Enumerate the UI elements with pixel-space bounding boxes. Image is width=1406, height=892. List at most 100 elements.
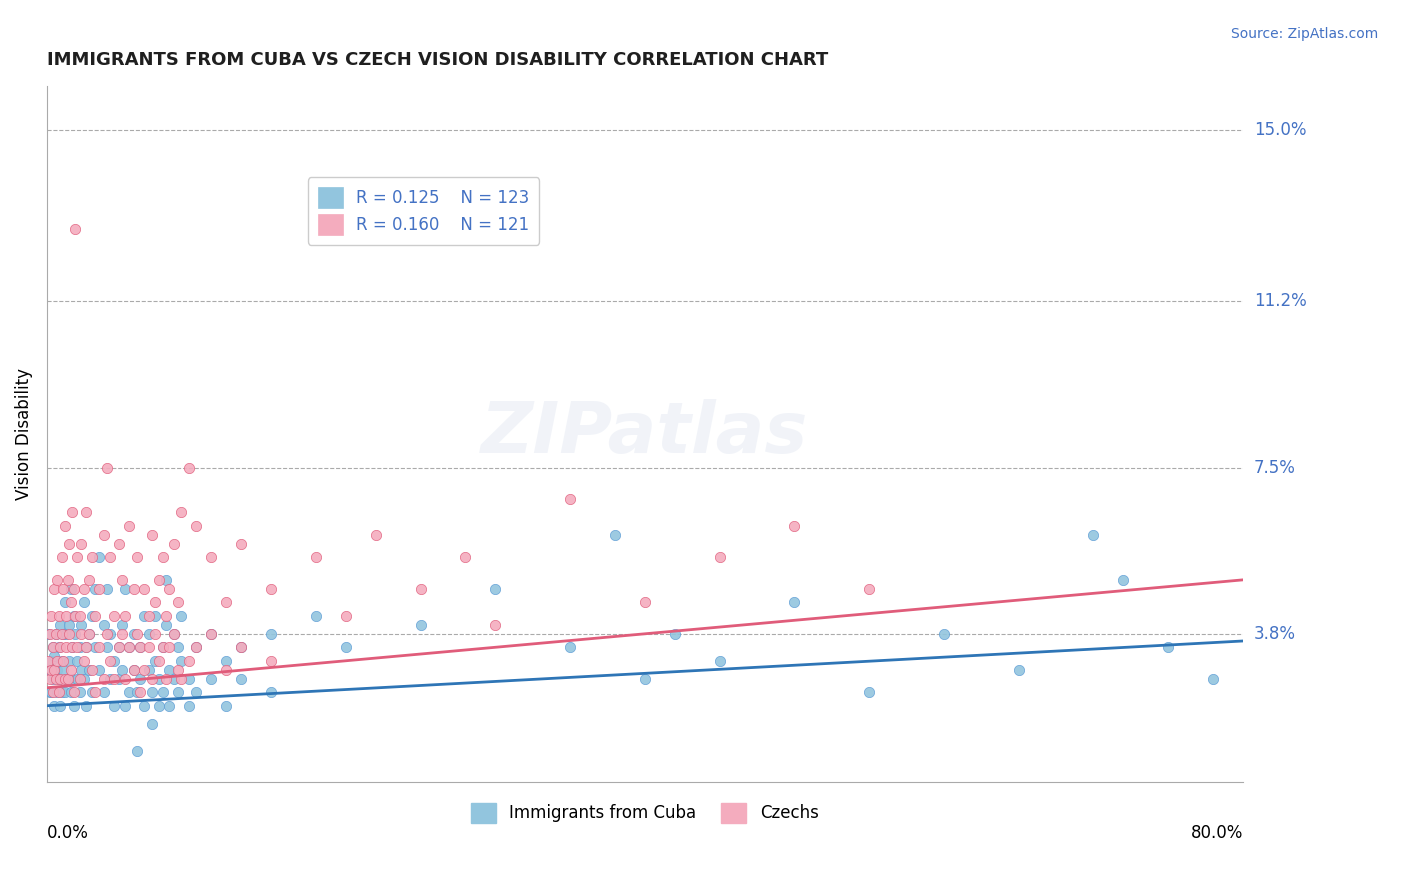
Point bbox=[45, 627, 67, 641]
Legend: Immigrants from Cuba, Czechs: Immigrants from Cuba, Czechs bbox=[464, 796, 825, 830]
Point bbox=[152, 550, 174, 565]
Point bbox=[89, 640, 111, 655]
Point bbox=[53, 685, 76, 699]
Text: 11.2%: 11.2% bbox=[1254, 293, 1306, 310]
Point bbox=[41, 608, 63, 623]
Y-axis label: Vision Disability: Vision Disability bbox=[15, 368, 32, 500]
Point bbox=[60, 640, 83, 655]
Point bbox=[65, 222, 87, 236]
Point bbox=[1157, 640, 1180, 655]
Point bbox=[231, 537, 253, 551]
Point bbox=[107, 537, 129, 551]
Point bbox=[122, 582, 145, 596]
Point bbox=[634, 672, 657, 686]
Point bbox=[200, 627, 222, 641]
Point bbox=[52, 627, 75, 641]
Point bbox=[155, 608, 177, 623]
Point bbox=[215, 663, 238, 677]
Point bbox=[111, 663, 134, 677]
Point bbox=[48, 685, 70, 699]
Point bbox=[89, 550, 111, 565]
Point bbox=[858, 582, 880, 596]
Point bbox=[38, 627, 60, 641]
Point bbox=[159, 663, 181, 677]
Point bbox=[138, 640, 160, 655]
Point bbox=[932, 627, 955, 641]
Point bbox=[170, 506, 193, 520]
Point bbox=[38, 685, 60, 699]
Point bbox=[260, 627, 283, 641]
Point bbox=[1083, 528, 1105, 542]
Point bbox=[200, 627, 222, 641]
Point bbox=[167, 640, 190, 655]
Point bbox=[75, 698, 97, 713]
Point bbox=[65, 627, 87, 641]
Point bbox=[59, 663, 82, 677]
Point bbox=[38, 672, 60, 686]
Point bbox=[66, 672, 89, 686]
Point bbox=[51, 550, 73, 565]
Point bbox=[59, 595, 82, 609]
Point bbox=[167, 685, 190, 699]
Point bbox=[125, 627, 148, 641]
Point bbox=[52, 582, 75, 596]
Point bbox=[107, 640, 129, 655]
Point bbox=[45, 672, 67, 686]
Point bbox=[118, 519, 141, 533]
Point bbox=[132, 582, 155, 596]
Point bbox=[69, 685, 91, 699]
Point bbox=[148, 573, 170, 587]
Point bbox=[53, 519, 76, 533]
Point bbox=[98, 627, 121, 641]
Point bbox=[177, 460, 200, 475]
Point bbox=[60, 506, 83, 520]
Point bbox=[60, 640, 83, 655]
Point bbox=[167, 663, 190, 677]
Point bbox=[42, 685, 65, 699]
Point bbox=[215, 654, 238, 668]
Point bbox=[75, 640, 97, 655]
Point bbox=[138, 663, 160, 677]
Point bbox=[122, 663, 145, 677]
Point bbox=[260, 582, 283, 596]
Point bbox=[80, 685, 103, 699]
Point bbox=[48, 672, 70, 686]
Text: 15.0%: 15.0% bbox=[1254, 121, 1306, 139]
Point bbox=[709, 654, 731, 668]
Point bbox=[69, 608, 91, 623]
Point bbox=[186, 640, 208, 655]
Point bbox=[170, 608, 193, 623]
Point bbox=[200, 672, 222, 686]
Point bbox=[46, 685, 69, 699]
Point bbox=[80, 608, 103, 623]
Point bbox=[177, 672, 200, 686]
Point bbox=[70, 627, 93, 641]
Point bbox=[128, 640, 150, 655]
Point bbox=[93, 672, 115, 686]
Point bbox=[664, 627, 686, 641]
Point bbox=[634, 595, 657, 609]
Point bbox=[305, 550, 328, 565]
Point bbox=[46, 663, 69, 677]
Point bbox=[114, 672, 136, 686]
Point bbox=[170, 654, 193, 668]
Point bbox=[73, 654, 96, 668]
Point bbox=[118, 640, 141, 655]
Point bbox=[83, 640, 105, 655]
Point bbox=[77, 573, 100, 587]
Point bbox=[55, 627, 77, 641]
Point bbox=[409, 617, 432, 632]
Point bbox=[42, 640, 65, 655]
Point bbox=[170, 672, 193, 686]
Point bbox=[260, 654, 283, 668]
Point bbox=[103, 608, 125, 623]
Point bbox=[37, 627, 59, 641]
Text: 3.8%: 3.8% bbox=[1254, 624, 1296, 643]
Point bbox=[1202, 672, 1225, 686]
Point bbox=[80, 550, 103, 565]
Point bbox=[96, 582, 118, 596]
Point bbox=[58, 617, 80, 632]
Point bbox=[44, 698, 66, 713]
Point bbox=[159, 582, 181, 596]
Point bbox=[111, 617, 134, 632]
